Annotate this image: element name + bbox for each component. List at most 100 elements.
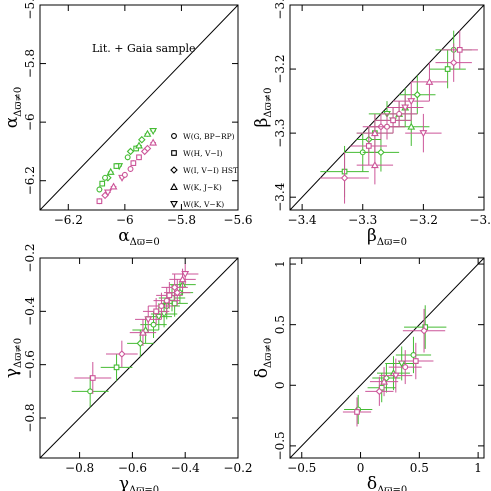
x-tick-label: −0.8 [65, 461, 94, 475]
legend-entry: W(I, V−I) HST [183, 166, 238, 175]
series-magenta [320, 30, 478, 204]
data-point [89, 375, 96, 381]
series-green [344, 305, 447, 425]
x-tick-label: 0 [357, 461, 365, 475]
data-point [377, 148, 385, 157]
data-point [401, 104, 410, 112]
x-tick-label: −6.2 [54, 213, 83, 227]
x-tick-label: 0.5 [410, 461, 429, 475]
y-tick-label: −0.2 [23, 243, 37, 272]
y-axis-label: βΔϖ≠0 [252, 88, 274, 128]
panel-alpha: −6.2 −6 −5.8 −5.6 −6.2 −6 −5.8 −5.6 αΔϖ=0 αΔϖ≠0 Li… [2, 0, 253, 248]
data-point [113, 163, 120, 169]
data-point [354, 409, 360, 415]
data-point [140, 147, 149, 156]
data-point [413, 90, 422, 99]
data-point [106, 167, 115, 175]
data-point [150, 321, 157, 328]
x-tick-label: −5.6 [223, 213, 252, 227]
legend-entry: W(K, V−K) [183, 200, 224, 209]
data-point [109, 182, 118, 190]
y-axis-label: δΔϖ≠0 [252, 338, 274, 378]
data-point [396, 110, 403, 117]
x-tick-label: 1 [474, 461, 482, 475]
y-tick-label: −6 [23, 113, 37, 131]
data-point [153, 308, 160, 315]
x-tick-label: −3.2 [409, 213, 438, 227]
data-point [444, 66, 451, 72]
x-tick-label: −3.3 [348, 213, 377, 227]
legend-entry: W(K, J−K) [183, 183, 222, 192]
y-tick-label: −3.1 [273, 0, 287, 20]
x-tick-label: −5.8 [167, 213, 196, 227]
data-point [136, 154, 142, 161]
series-magenta [96, 138, 158, 205]
x-tick-label: −3.1 [469, 213, 491, 227]
data-point [420, 326, 428, 335]
data-point [149, 127, 158, 136]
x-tick-label: −0.5 [287, 461, 316, 475]
data-point [139, 328, 147, 336]
data-point [126, 147, 135, 156]
data-point [170, 283, 179, 292]
data-point [136, 339, 145, 348]
y-tick-label: −6.2 [23, 166, 37, 195]
data-point [96, 198, 103, 205]
data-point [407, 98, 416, 106]
data-point [166, 292, 173, 299]
data-point [135, 141, 143, 149]
y-tick-label: 0 [273, 381, 287, 389]
y-tick-label: −5.6 [23, 0, 37, 20]
panel-beta: −3.4 −3.3 −3.2 −3.1 −3.4 −3.3 −3.2 −3.1 βΔϖ=0 βΔϖ… [252, 0, 491, 248]
data-point [87, 388, 94, 395]
data-point [173, 288, 182, 297]
y-tick-label: −3.2 [273, 54, 287, 83]
data-point [410, 352, 417, 358]
data-point [113, 364, 120, 371]
data-point [158, 303, 165, 309]
data-point [370, 128, 379, 137]
x-axis-label: βΔϖ=0 [367, 226, 407, 248]
data-point [118, 350, 126, 358]
data-point [391, 372, 400, 380]
plot-area [40, 5, 238, 210]
data-point [380, 377, 388, 385]
y-axis-label: γΔϖ≠0 [2, 338, 24, 378]
data-point [171, 150, 177, 156]
data-point [143, 129, 152, 137]
x-tick-label: −0.6 [118, 461, 147, 475]
legend-entry: W(G, BP−RP) [183, 132, 235, 141]
axes-frame [289, 257, 485, 459]
data-point [171, 300, 178, 307]
data-point [171, 133, 177, 139]
plot-area [40, 258, 238, 458]
legend-entry: W(H, V−I) [183, 149, 223, 158]
y-tick-label: 1 [273, 260, 287, 268]
x-tick-label: −3.4 [288, 213, 318, 227]
data-point [96, 186, 103, 193]
axes-frame [39, 257, 239, 459]
data-point [170, 201, 178, 209]
series-magenta [74, 263, 199, 394]
data-point [340, 174, 349, 182]
y-tick-label: −5.8 [23, 49, 37, 78]
axes-frame [289, 4, 485, 211]
identity-line [290, 258, 484, 458]
data-point [425, 77, 434, 85]
data-point [402, 364, 409, 371]
x-axis-label: δΔϖ=0 [367, 474, 407, 491]
plot-area [290, 258, 484, 458]
legend: W(G, BP−RP) W(H, V−I) W(I, V−I) HST W(K, J−… [170, 132, 238, 209]
series-magenta [342, 308, 446, 427]
y-tick-label: −0.4 [23, 296, 37, 326]
sample-annotation: Lit. + Gaia sample [92, 42, 196, 55]
data-point [149, 138, 158, 146]
y-tick-label: −0.5 [273, 431, 287, 460]
data-point [384, 123, 390, 130]
data-point [138, 135, 146, 144]
y-tick-label: −0.6 [23, 350, 37, 379]
y-tick-label: 0.5 [273, 315, 287, 334]
data-point [144, 316, 153, 324]
x-tick-label: −0.2 [223, 461, 252, 475]
